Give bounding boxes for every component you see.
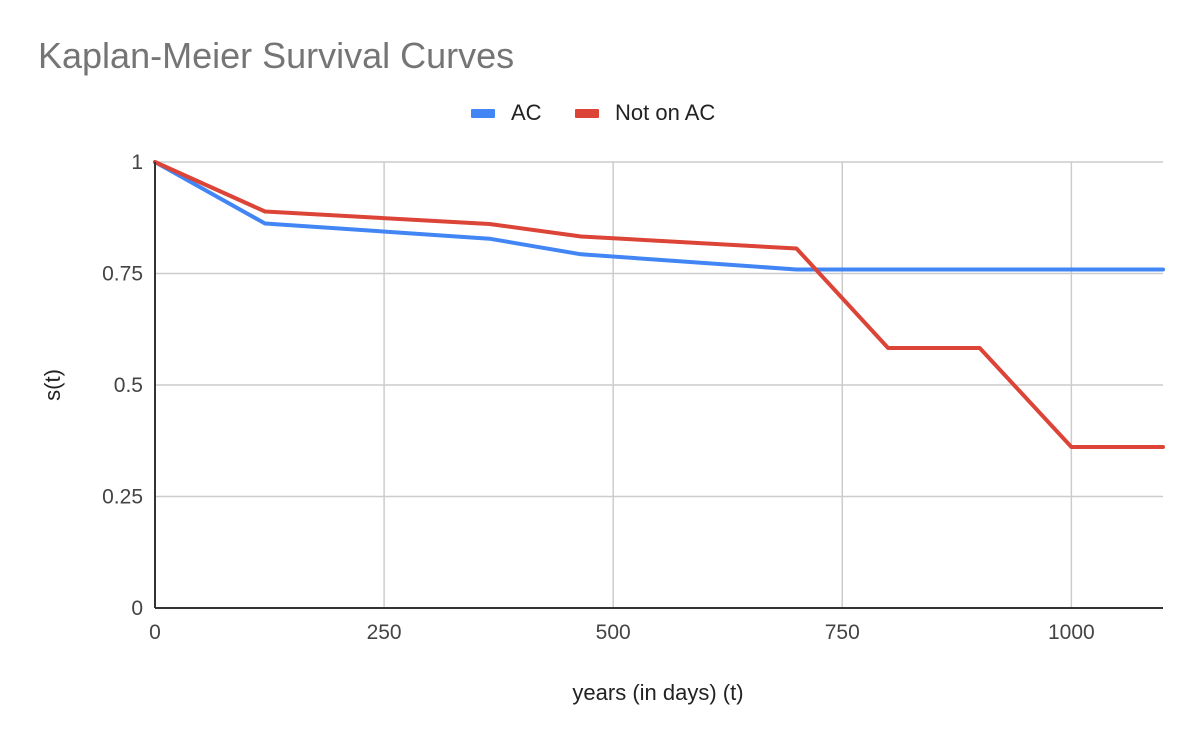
tick-labels: 0 0.25 0.5 0.75 1 0 250 500 750 1000: [102, 151, 1095, 644]
legend-swatch-ac: [471, 109, 495, 118]
y-axis-title: s(t): [40, 369, 65, 401]
legend: AC Not on AC: [471, 100, 715, 125]
y-tick-label: 0: [131, 597, 143, 620]
y-tick-label: 1: [131, 151, 143, 174]
legend-swatch-not-on-ac: [575, 109, 599, 118]
y-tick-label: 0.75: [102, 263, 143, 286]
x-tick-label: 1000: [1048, 621, 1095, 644]
y-tick-label: 0.25: [102, 486, 143, 509]
x-axis-title: years (in days) (t): [572, 680, 743, 705]
series-line-not-on-ac: [153, 160, 1165, 449]
chart-title: Kaplan-Meier Survival Curves: [38, 35, 514, 76]
x-tick-label: 250: [367, 621, 402, 644]
series-layer: [153, 160, 1165, 449]
x-tick-label: 500: [596, 621, 631, 644]
x-tick-label: 0: [149, 621, 161, 644]
series-line-ac: [153, 160, 1165, 272]
axes: [154, 162, 1163, 609]
legend-label-not-on-ac: Not on AC: [615, 100, 715, 125]
y-tick-label: 0.5: [114, 374, 143, 397]
x-tick-label: 750: [825, 621, 860, 644]
legend-label-ac: AC: [511, 100, 542, 125]
